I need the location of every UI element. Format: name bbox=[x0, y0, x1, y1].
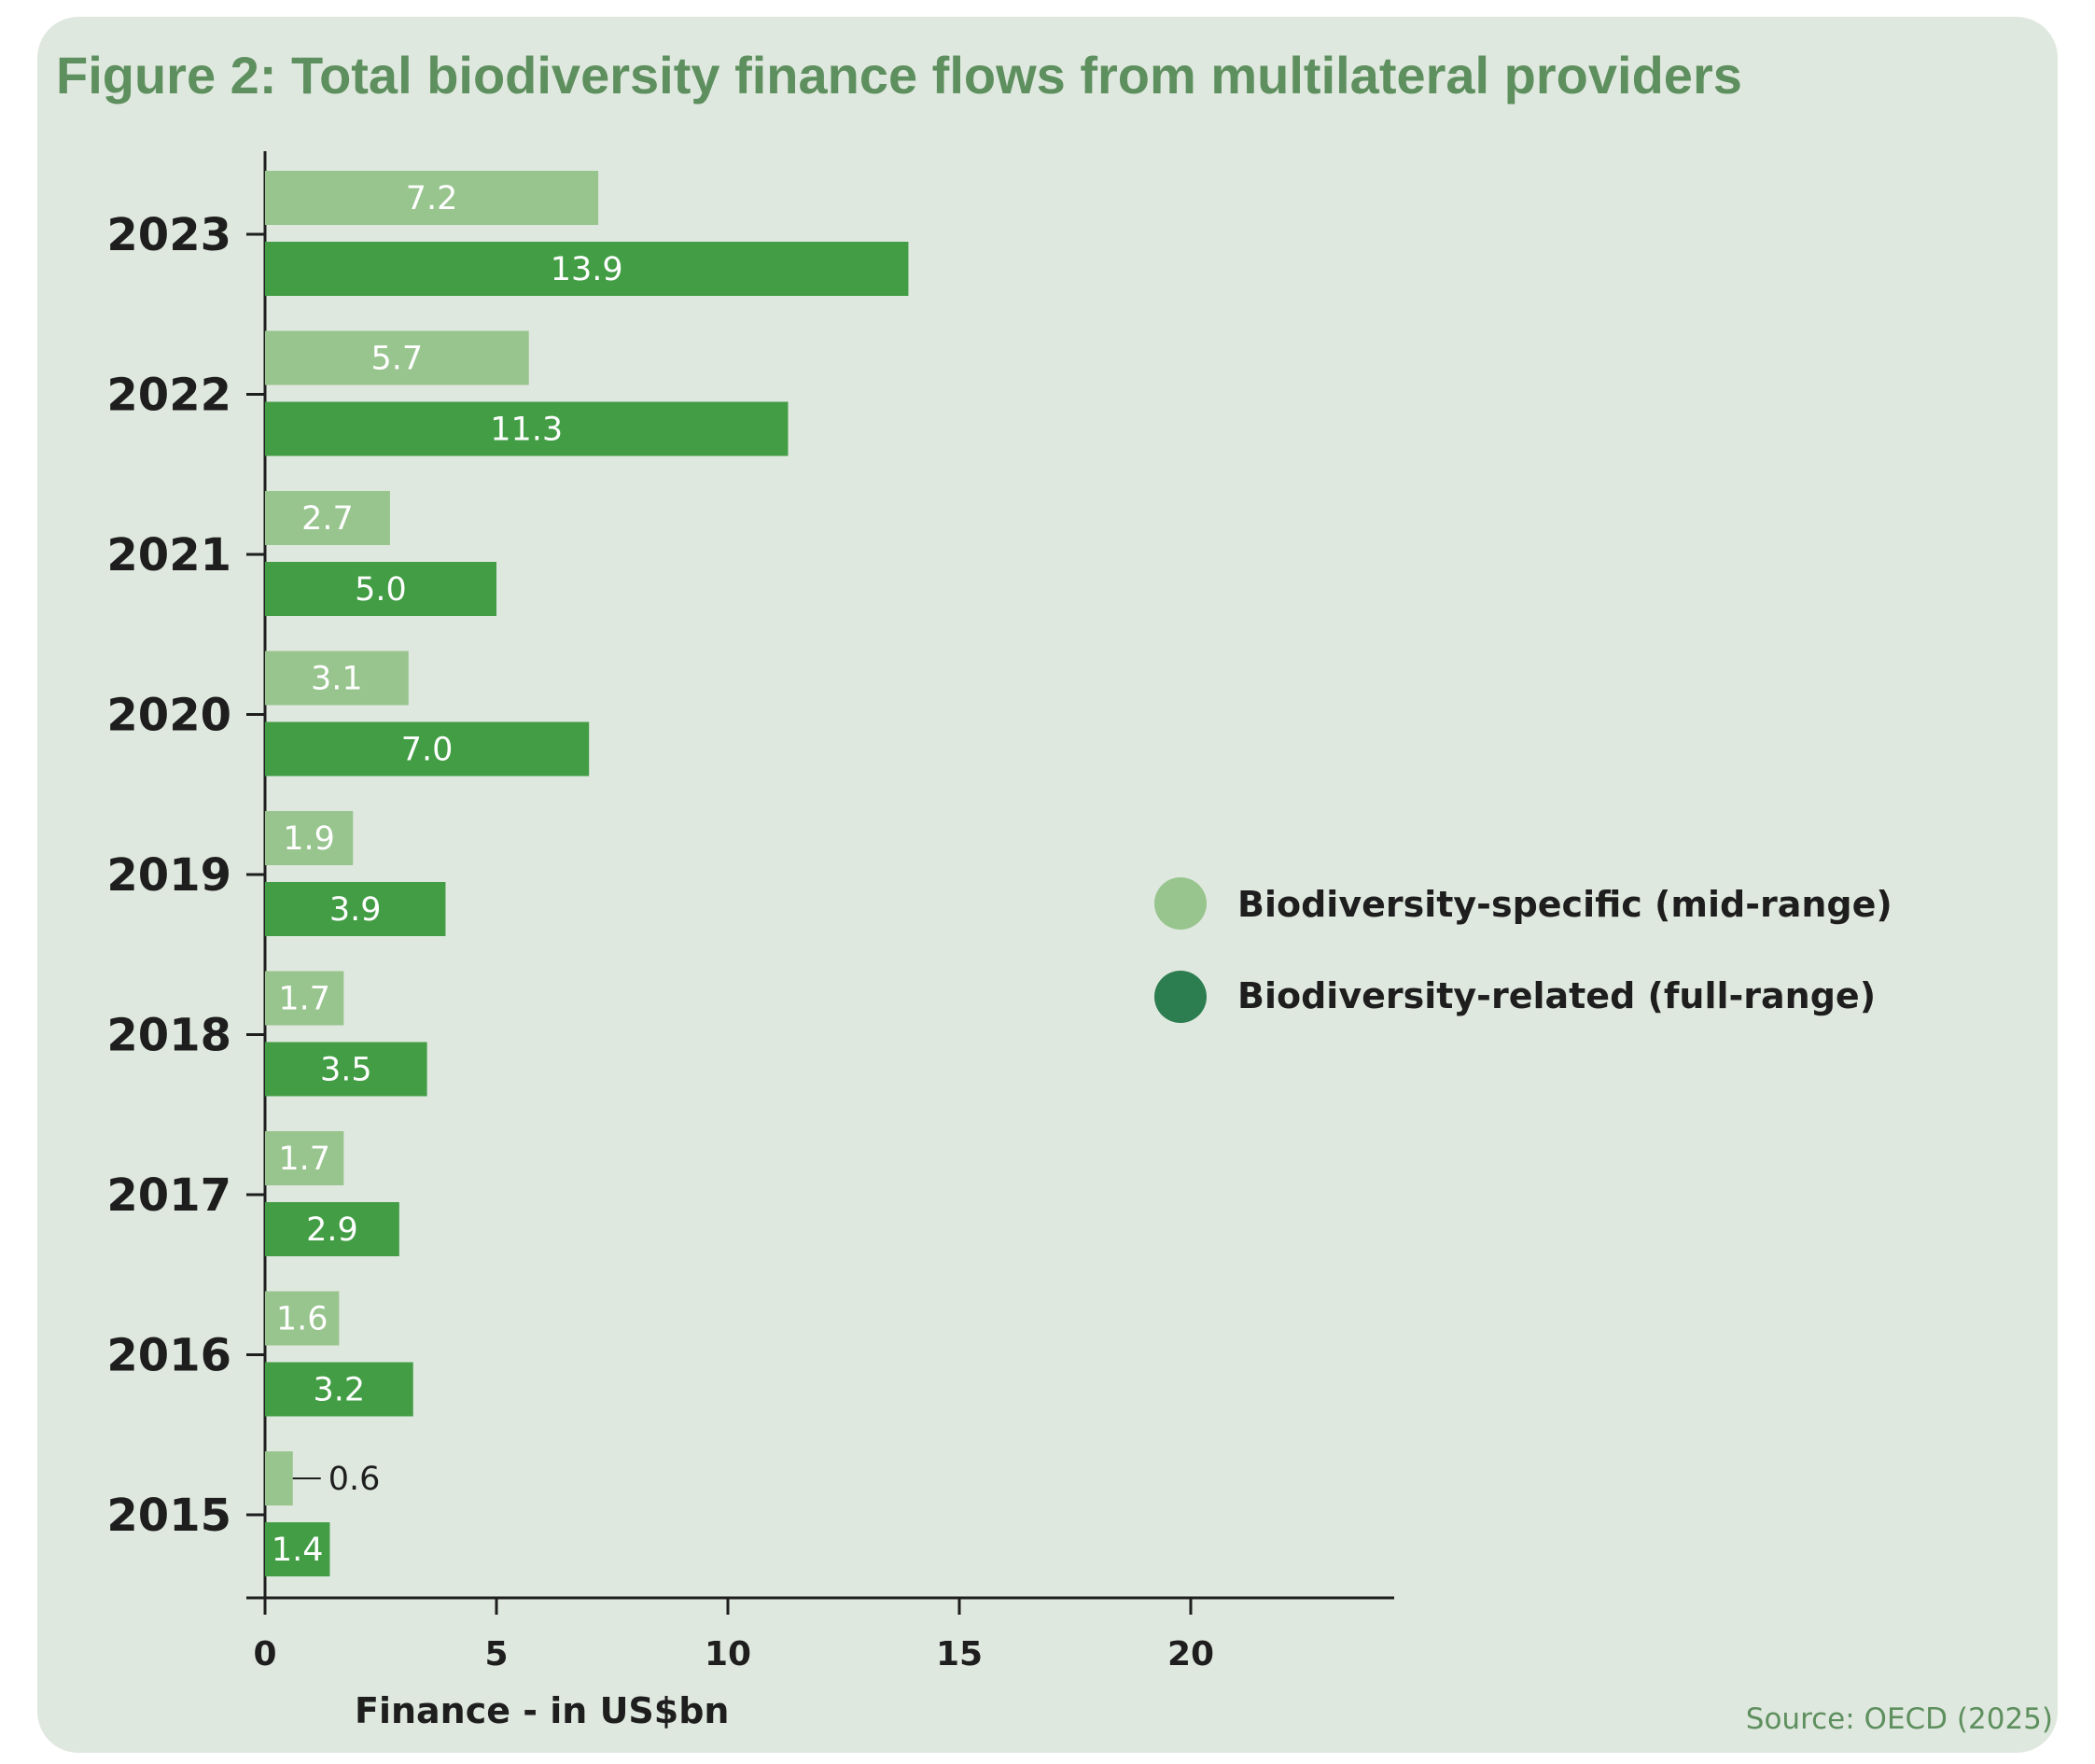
bar-value-label-specific-2023: 7.2 bbox=[406, 180, 458, 217]
bar-value-label-specific-2021: 2.7 bbox=[301, 500, 354, 538]
bar-specific-2015 bbox=[265, 1451, 293, 1505]
figure-title: Figure 2: Total biodiversity finance flo… bbox=[56, 46, 1742, 105]
legend-swatch-specific bbox=[1154, 877, 1207, 930]
bar-related-2019 bbox=[265, 882, 446, 936]
y-tick-label-2019: 2019 bbox=[106, 849, 231, 902]
bar-value-label-related-2021: 5.0 bbox=[355, 571, 407, 609]
legend-label-related: Biodiversity-related (full-range) bbox=[1237, 975, 1876, 1016]
x-tick-label-15: 15 bbox=[936, 1635, 983, 1673]
bar-related-2018 bbox=[265, 1042, 427, 1097]
bar-related-2016 bbox=[265, 1362, 413, 1417]
bar-specific-2019 bbox=[265, 811, 354, 865]
y-tick-label-2016: 2016 bbox=[106, 1330, 231, 1382]
legend-label-specific: Biodiversity-specific (mid-range) bbox=[1237, 884, 1892, 925]
x-tick-label-0: 0 bbox=[253, 1635, 276, 1673]
bar-related-2021 bbox=[265, 562, 496, 616]
bar-value-label-related-2016: 3.2 bbox=[314, 1372, 366, 1409]
bar-specific-2021 bbox=[265, 491, 390, 545]
bar-value-label-specific-2015: 0.6 bbox=[328, 1461, 381, 1498]
bar-value-label-related-2022: 11.3 bbox=[490, 412, 563, 449]
bar-related-2020 bbox=[265, 721, 590, 777]
bar-specific-2023 bbox=[265, 171, 599, 225]
bar-specific-2016 bbox=[265, 1291, 340, 1346]
y-tick-label-2015: 2015 bbox=[106, 1490, 231, 1542]
bar-value-label-related-2020: 7.0 bbox=[401, 732, 454, 769]
y-tick-label-2023: 2023 bbox=[106, 209, 231, 261]
bar-value-label-specific-2019: 1.9 bbox=[283, 820, 335, 858]
y-tick-label-2021: 2021 bbox=[106, 529, 231, 581]
bar-value-label-specific-2020: 3.1 bbox=[311, 661, 363, 698]
bar-value-label-related-2019: 3.9 bbox=[329, 891, 382, 929]
bar-value-label-specific-2018: 1.7 bbox=[278, 981, 330, 1018]
bars-group: 7.2 13.9 5.7 11.3 2.75.0 3.1 7.0 1.9 3.9 1.7 3.5 1.… bbox=[265, 171, 909, 1576]
bar-value-label-related-2015: 1.4 bbox=[272, 1532, 324, 1569]
x-tick-label-5: 5 bbox=[484, 1635, 508, 1673]
y-tick-label-2017: 2017 bbox=[106, 1169, 231, 1222]
y-tick-label-2020: 2020 bbox=[106, 690, 231, 742]
bar-value-label-specific-2016: 1.6 bbox=[276, 1301, 328, 1338]
y-tick-label-2022: 2022 bbox=[106, 370, 231, 422]
legend-swatch-related bbox=[1154, 971, 1207, 1023]
bar-related-2023 bbox=[265, 242, 909, 296]
legend: Biodiversity-specific (mid-range) Biodiv… bbox=[1154, 877, 1892, 1023]
bar-specific-2022 bbox=[265, 330, 529, 385]
x-tick-label-20: 20 bbox=[1167, 1635, 1214, 1673]
bar-related-2017 bbox=[265, 1202, 399, 1256]
bar-value-label-related-2018: 3.5 bbox=[320, 1052, 372, 1089]
bar-specific-2018 bbox=[265, 971, 344, 1026]
x-axis-ticks: 0 5 10 15 20 bbox=[253, 1598, 1214, 1673]
bar-value-label-specific-2022: 5.7 bbox=[371, 341, 424, 378]
x-axis-label: Finance - in US$bn bbox=[355, 1690, 730, 1731]
x-tick-label-10: 10 bbox=[705, 1635, 751, 1673]
bar-related-2022 bbox=[265, 401, 789, 456]
bar-specific-2020 bbox=[265, 651, 409, 706]
bar-value-label-specific-2017: 1.7 bbox=[278, 1141, 330, 1178]
bar-specific-2017 bbox=[265, 1131, 344, 1185]
bar-value-label-related-2017: 2.9 bbox=[306, 1211, 358, 1249]
source-note: Source: OECD (2025) bbox=[1745, 1702, 2053, 1736]
y-axis-ticks: 2023 2022 2021 2020 2019 2018 2017 2016 2015 bbox=[106, 209, 265, 1542]
y-tick-label-2018: 2018 bbox=[106, 1010, 231, 1062]
bar-value-label-related-2023: 13.9 bbox=[551, 251, 623, 288]
bar-related-2015 bbox=[265, 1522, 330, 1576]
